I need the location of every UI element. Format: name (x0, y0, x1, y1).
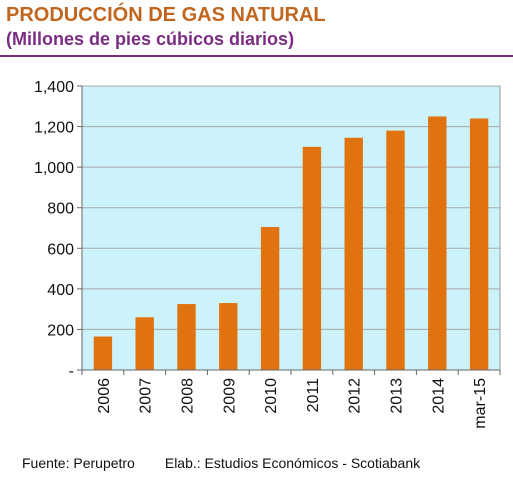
bar (302, 146, 322, 370)
y-tick-label: 1,200 (34, 120, 74, 137)
y-tick-label: 800 (47, 201, 74, 218)
header-divider (0, 55, 513, 57)
y-tick-label: 200 (47, 322, 74, 339)
bar (93, 336, 113, 370)
bar (135, 317, 154, 370)
x-tick-label: 2010 (263, 378, 280, 414)
x-tick-label: 2011 (305, 378, 322, 413)
x-tick-label: mar-15 (472, 378, 489, 429)
x-tick-label: 2014 (430, 378, 447, 414)
y-tick-label: 1,000 (34, 160, 74, 177)
y-tick-label: 400 (47, 282, 74, 299)
y-tick-label: - (69, 363, 74, 380)
bar (344, 137, 363, 370)
bar (260, 226, 280, 370)
x-tick-label: 2013 (389, 378, 406, 414)
x-tick-label: 2008 (180, 378, 197, 414)
bar (386, 130, 405, 370)
source-note: Fuente: Perupetro (22, 455, 135, 471)
x-tick-label: 2009 (221, 378, 238, 414)
x-tick-label: 2007 (138, 378, 155, 414)
chart-subtitle: (Millones de pies cúbicos diarios) (6, 29, 295, 49)
chart-footer: Fuente: Perupetro Elab.: Estudios Económi… (22, 455, 420, 471)
elaboration-note: Elab.: Estudios Económicos - Scotiabank (164, 455, 421, 471)
y-tick-label: 1,400 (34, 79, 74, 96)
y-axis: - 200 400 600 800 1,000 1,200 1,400 (34, 79, 83, 380)
bars (93, 116, 489, 370)
bar (428, 116, 447, 370)
x-tick-label: 2012 (347, 378, 364, 414)
bar (177, 304, 196, 370)
bar (469, 118, 489, 370)
y-tick-label: 600 (47, 241, 74, 258)
chart-title: PRODUCCIÓN DE GAS NATURAL (6, 4, 326, 26)
bar (219, 303, 238, 370)
x-tick-label: 2006 (96, 378, 113, 414)
x-axis: 2006 2007 2008 2009 2010 2011 2012 2013 2014 mar-… (81, 369, 501, 429)
